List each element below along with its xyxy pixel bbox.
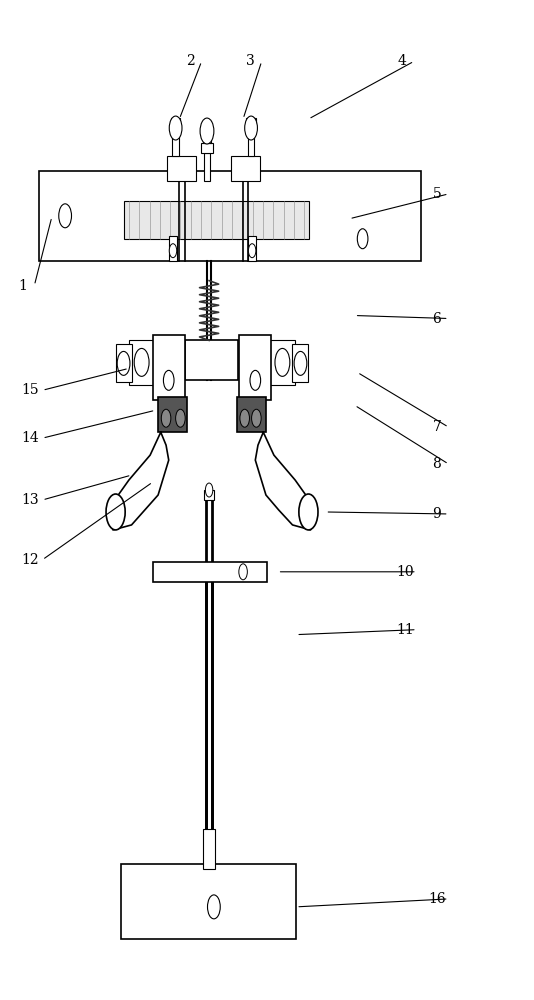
Circle shape: [200, 118, 214, 144]
Circle shape: [206, 483, 213, 497]
Circle shape: [240, 409, 249, 427]
Circle shape: [299, 494, 318, 530]
Bar: [153, 335, 185, 400]
Text: 15: 15: [22, 383, 40, 397]
Bar: [203, 121, 211, 143]
Bar: [158, 397, 187, 432]
Text: 14: 14: [22, 431, 40, 445]
Circle shape: [245, 116, 257, 140]
Circle shape: [250, 370, 261, 390]
Bar: [167, 156, 197, 181]
Bar: [169, 236, 177, 261]
Circle shape: [59, 204, 72, 228]
Text: 2: 2: [186, 54, 194, 68]
Bar: [248, 236, 256, 261]
Bar: [293, 344, 309, 382]
Bar: [237, 397, 266, 432]
Circle shape: [163, 370, 174, 390]
Circle shape: [252, 409, 261, 427]
Circle shape: [294, 351, 307, 375]
Circle shape: [169, 244, 177, 258]
Text: 12: 12: [22, 553, 40, 567]
Bar: [123, 201, 310, 239]
Bar: [129, 340, 154, 385]
Bar: [171, 118, 180, 128]
Text: 1: 1: [18, 279, 27, 293]
Bar: [185, 340, 238, 380]
Circle shape: [248, 244, 256, 258]
Circle shape: [106, 494, 125, 530]
Circle shape: [208, 895, 220, 919]
Circle shape: [239, 564, 247, 580]
Text: 11: 11: [396, 623, 414, 637]
Bar: [172, 128, 179, 156]
Bar: [205, 490, 214, 500]
Text: 4: 4: [398, 54, 407, 68]
Text: 5: 5: [433, 187, 442, 201]
Bar: [201, 143, 213, 153]
Bar: [203, 829, 215, 869]
Text: 3: 3: [246, 54, 254, 68]
Circle shape: [275, 348, 290, 376]
Text: 10: 10: [396, 565, 414, 579]
Bar: [205, 153, 210, 181]
Circle shape: [134, 348, 149, 376]
Circle shape: [169, 116, 182, 140]
Bar: [38, 171, 421, 261]
Circle shape: [176, 409, 185, 427]
Circle shape: [357, 229, 368, 249]
Bar: [248, 128, 254, 156]
Bar: [121, 864, 296, 939]
Text: 8: 8: [433, 457, 442, 471]
Bar: [239, 335, 271, 400]
Bar: [246, 118, 256, 128]
Text: 13: 13: [22, 493, 40, 507]
Text: 6: 6: [433, 312, 442, 326]
Text: 16: 16: [428, 892, 446, 906]
Bar: [153, 562, 267, 582]
Circle shape: [161, 409, 171, 427]
Bar: [115, 344, 131, 382]
Text: 9: 9: [433, 507, 442, 521]
Bar: [270, 340, 295, 385]
Circle shape: [117, 351, 130, 375]
Bar: [231, 156, 260, 181]
Text: 7: 7: [433, 420, 442, 434]
